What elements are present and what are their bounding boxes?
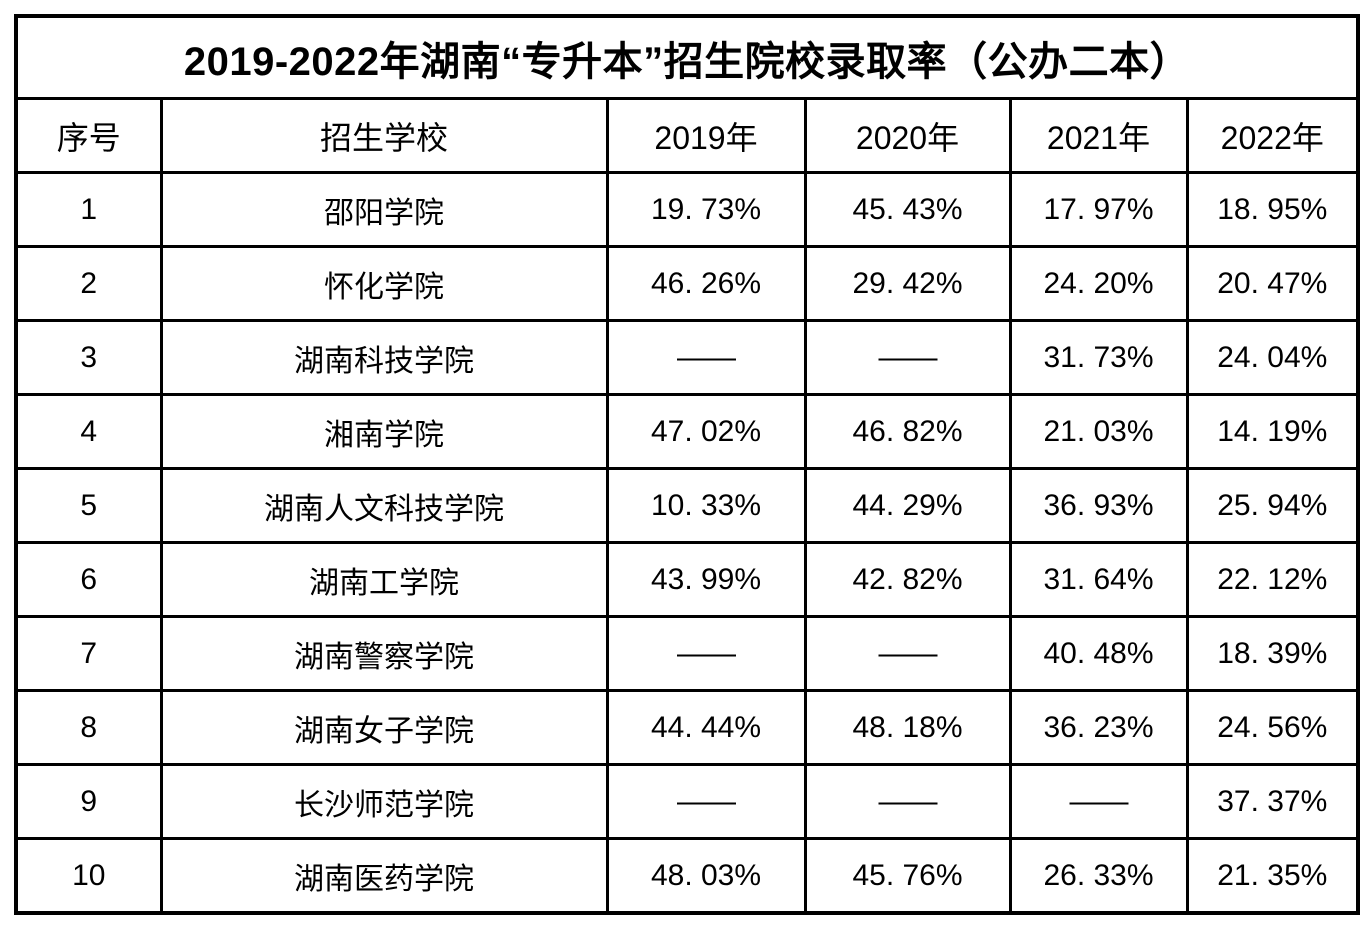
rate-2020: —— <box>803 763 1012 840</box>
rate-2019: 10. 33% <box>605 467 807 544</box>
rate-2021: 40. 48% <box>1008 615 1189 692</box>
row-index: 6 <box>14 541 163 618</box>
rate-2022: 18. 95% <box>1185 171 1360 248</box>
rate-2020: 48. 18% <box>803 689 1012 766</box>
column-header-index: 序号 <box>14 97 163 174</box>
table-row: 1 邵阳学院 19. 73% 45. 43% 17. 97% 18. 95% <box>14 171 1360 248</box>
table-title: 2019-2022年湖南“专升本”招生院校录取率（公办二本） <box>14 14 1360 100</box>
rate-2022: 14. 19% <box>1185 393 1360 470</box>
rate-2021: —— <box>1008 763 1189 840</box>
rate-2020: 29. 42% <box>803 245 1012 322</box>
school-name: 湖南人文科技学院 <box>159 467 609 544</box>
rate-2022: 18. 39% <box>1185 615 1360 692</box>
rate-2022: 20. 47% <box>1185 245 1360 322</box>
table-row: 9 长沙师范学院 —— —— —— 37. 37% <box>14 763 1360 840</box>
rate-2020: —— <box>803 615 1012 692</box>
title-row: 2019-2022年湖南“专升本”招生院校录取率（公办二本） <box>14 14 1360 100</box>
rate-2021: 24. 20% <box>1008 245 1189 322</box>
table-row: 3 湖南科技学院 —— —— 31. 73% 24. 04% <box>14 319 1360 396</box>
row-index: 9 <box>14 763 163 840</box>
rate-2020: 44. 29% <box>803 467 1012 544</box>
row-index: 7 <box>14 615 163 692</box>
column-header-school: 招生学校 <box>159 97 609 174</box>
admission-rate-table: 2019-2022年湖南“专升本”招生院校录取率（公办二本） 序号 招生学校 2… <box>14 14 1361 915</box>
rate-2022: 24. 04% <box>1185 319 1360 396</box>
rate-2019: 43. 99% <box>605 541 807 618</box>
school-name: 湖南女子学院 <box>159 689 609 766</box>
column-header-2022: 2022年 <box>1185 97 1360 174</box>
rate-2022: 22. 12% <box>1185 541 1360 618</box>
column-header-2019: 2019年 <box>605 97 807 174</box>
rate-2020: —— <box>803 319 1012 396</box>
row-index: 8 <box>14 689 163 766</box>
rate-2019: —— <box>605 615 807 692</box>
rate-2022: 21. 35% <box>1185 837 1360 915</box>
row-index: 3 <box>14 319 163 396</box>
rate-2020: 45. 43% <box>803 171 1012 248</box>
header-row: 序号 招生学校 2019年 2020年 2021年 2022年 <box>14 97 1360 174</box>
rate-2021: 31. 73% <box>1008 319 1189 396</box>
school-name: 湖南医药学院 <box>159 837 609 915</box>
row-index: 4 <box>14 393 163 470</box>
table-row: 6 湖南工学院 43. 99% 42. 82% 31. 64% 22. 12% <box>14 541 1360 618</box>
school-name: 邵阳学院 <box>159 171 609 248</box>
column-header-2021: 2021年 <box>1008 97 1189 174</box>
rate-2021: 31. 64% <box>1008 541 1189 618</box>
rate-2020: 45. 76% <box>803 837 1012 915</box>
school-name: 湖南工学院 <box>159 541 609 618</box>
table-row: 4 湘南学院 47. 02% 46. 82% 21. 03% 14. 19% <box>14 393 1360 470</box>
table-row: 5 湖南人文科技学院 10. 33% 44. 29% 36. 93% 25. 94% <box>14 467 1360 544</box>
table-body: 1 邵阳学院 19. 73% 45. 43% 17. 97% 18. 95% 2 怀化学院 46… <box>14 171 1360 915</box>
school-name: 湖南警察学院 <box>159 615 609 692</box>
table-row: 2 怀化学院 46. 26% 29. 42% 24. 20% 20. 47% <box>14 245 1360 322</box>
rate-2019: 48. 03% <box>605 837 807 915</box>
table-row: 7 湖南警察学院 —— —— 40. 48% 18. 39% <box>14 615 1360 692</box>
rate-2019: 44. 44% <box>605 689 807 766</box>
rate-2020: 42. 82% <box>803 541 1012 618</box>
row-index: 10 <box>14 837 163 915</box>
rate-2021: 21. 03% <box>1008 393 1189 470</box>
school-name: 湖南科技学院 <box>159 319 609 396</box>
school-name: 怀化学院 <box>159 245 609 322</box>
table-row: 10 湖南医药学院 48. 03% 45. 76% 26. 33% 21. 35% <box>14 837 1360 915</box>
rate-2022: 25. 94% <box>1185 467 1360 544</box>
row-index: 2 <box>14 245 163 322</box>
rate-2021: 36. 93% <box>1008 467 1189 544</box>
rate-2021: 36. 23% <box>1008 689 1189 766</box>
rate-2022: 37. 37% <box>1185 763 1360 840</box>
rate-2019: 19. 73% <box>605 171 807 248</box>
rate-2019: 46. 26% <box>605 245 807 322</box>
school-name: 湘南学院 <box>159 393 609 470</box>
school-name: 长沙师范学院 <box>159 763 609 840</box>
row-index: 5 <box>14 467 163 544</box>
table-row: 8 湖南女子学院 44. 44% 48. 18% 36. 23% 24. 56% <box>14 689 1360 766</box>
row-index: 1 <box>14 171 163 248</box>
rate-2021: 17. 97% <box>1008 171 1189 248</box>
rate-2020: 46. 82% <box>803 393 1012 470</box>
rate-2019: —— <box>605 319 807 396</box>
rate-2021: 26. 33% <box>1008 837 1189 915</box>
column-header-2020: 2020年 <box>803 97 1012 174</box>
rate-2022: 24. 56% <box>1185 689 1360 766</box>
rate-2019: —— <box>605 763 807 840</box>
rate-2019: 47. 02% <box>605 393 807 470</box>
